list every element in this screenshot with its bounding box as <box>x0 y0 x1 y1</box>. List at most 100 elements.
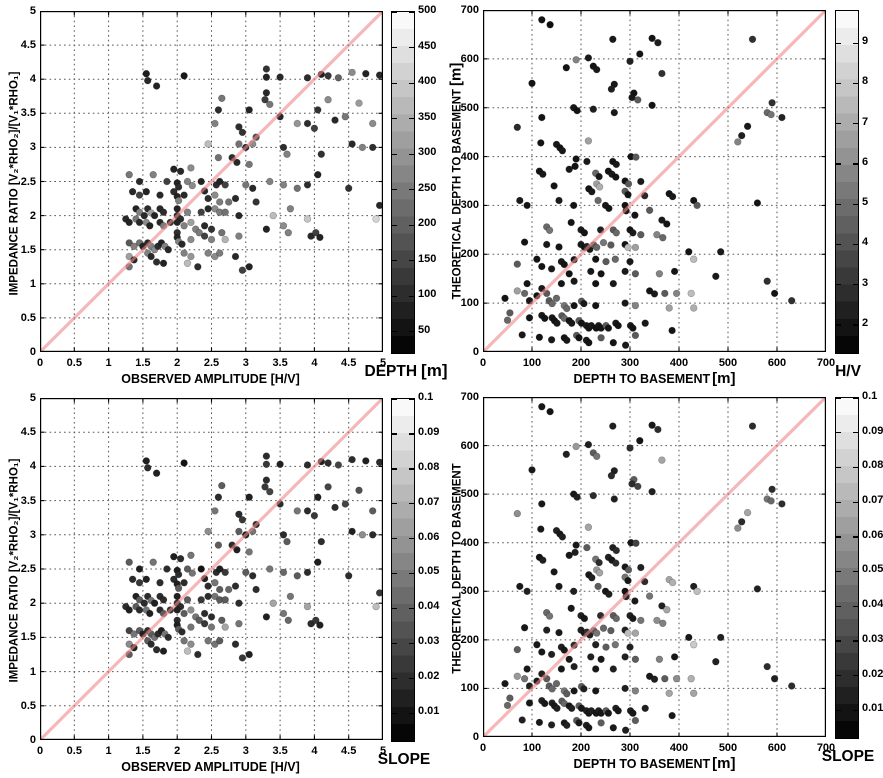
colorbar-tick-mark <box>392 677 397 679</box>
colorbar-slope-left <box>391 398 415 742</box>
y-tick-label: 3.5 <box>20 494 36 507</box>
colorbar-tick-mark <box>836 466 841 469</box>
colorbar-tick-label: 350 <box>418 110 437 123</box>
x-tick-label: 2.5 <box>203 745 220 757</box>
colorbar-tick-label: 100 <box>418 288 437 301</box>
x-axis-unit: [m] <box>712 755 736 772</box>
x-tick-label: 700 <box>816 742 836 754</box>
y-tick-label: 5 <box>29 5 36 17</box>
y-tick-label: 2.5 <box>20 175 36 188</box>
x-tick-label: 0 <box>479 357 487 369</box>
x-tick-label: 3.5 <box>272 745 288 757</box>
colorbar-tick-mark <box>392 82 397 84</box>
colorbar-tick-label: 0.06 <box>418 530 440 543</box>
colorbar-tick-mark <box>392 642 397 645</box>
colorbar-tick-mark <box>853 605 858 607</box>
x-tick-label: 3.5 <box>272 357 288 369</box>
colorbar-tick-mark <box>409 11 414 13</box>
colorbar-tick-mark <box>392 153 397 155</box>
colorbar-tick-label: 0.07 <box>862 494 883 507</box>
colorbar-tick-mark <box>392 331 397 333</box>
x-tick-label: 0 <box>36 745 44 757</box>
colorbar-tick-label: 0.04 <box>862 598 883 611</box>
colorbar-tick-label: 150 <box>418 252 437 265</box>
x-tick-label: 3 <box>242 745 249 757</box>
colorbar-tick-mark <box>409 712 414 714</box>
colorbar-tick-label: 0.05 <box>418 565 440 578</box>
colorbar-tick-mark <box>853 501 858 503</box>
colorbar-tick-mark <box>409 572 414 575</box>
y-tick-label: 600 <box>460 52 479 65</box>
x-tick-label: 200 <box>571 357 591 369</box>
colorbar-tick-label: 0.01 <box>862 702 883 715</box>
colorbar-tick-mark <box>853 82 858 85</box>
x-tick-label: 1.5 <box>135 357 151 369</box>
colorbar-tick-mark <box>853 536 858 538</box>
y-tick-label: 4.5 <box>20 39 36 52</box>
colorbar-tick-mark <box>853 466 858 469</box>
x-axis-label-text: OBSERVED AMPLITUDE [H/V] <box>121 760 300 774</box>
colorbar-tick-label: 9 <box>862 35 869 48</box>
x-tick-label: 2 <box>174 357 181 369</box>
scatter-plot-slope-right <box>483 397 826 737</box>
colorbar-tick-mark <box>392 260 397 262</box>
x-tick-label: 4.5 <box>341 357 357 369</box>
colorbar-tick-mark <box>836 640 841 642</box>
colorbar-tick-label: 6 <box>862 155 869 168</box>
colorbar-tick-mark <box>409 642 414 645</box>
y-axis-unit: [m] <box>447 62 465 86</box>
colorbar-tick-mark <box>853 432 858 434</box>
colorbar-tick-label: 7 <box>862 115 869 128</box>
colorbar-tick-label: 0.04 <box>418 600 440 613</box>
colorbar-tick-label: 3 <box>862 276 869 289</box>
colorbar-tick-mark <box>392 468 397 470</box>
y-tick-label: 400 <box>460 150 479 163</box>
colorbar-tick-mark <box>392 503 397 505</box>
colorbar-tick-mark <box>392 712 397 714</box>
colorbar-tick-mark <box>836 675 841 677</box>
x-tick-label: 300 <box>620 742 640 754</box>
colorbar-tick-mark <box>409 607 414 610</box>
colorbar-tick-mark <box>409 224 414 226</box>
x-tick-label: 0 <box>36 357 44 369</box>
colorbar-title-text: H/V <box>835 363 861 380</box>
x-axis-label-text: OBSERVED AMPLITUDE [H/V] <box>121 372 300 386</box>
colorbar-tick-mark <box>392 572 397 575</box>
colorbar-title-text: DEPTH <box>364 363 418 380</box>
colorbar-tick-mark <box>836 501 841 503</box>
colorbar-tick-mark <box>409 260 414 262</box>
x-axis-label: DEPTH TO BASEMENT [m] <box>574 755 736 772</box>
colorbar-tick-mark <box>392 118 397 120</box>
colorbar-tick-label: 500 <box>418 4 437 16</box>
colorbar-tick-mark <box>853 324 858 326</box>
colorbar-tick-mark <box>836 123 841 125</box>
y-axis-label: THEORETICAL DEPTH TO BASEMENT [m] <box>448 63 465 300</box>
colorbar-hv <box>835 10 859 354</box>
x-axis-label-text: DEPTH TO BASEMENT <box>573 757 711 771</box>
x-axis-label: OBSERVED AMPLITUDE [H/V] <box>121 758 302 775</box>
x-tick-label: 600 <box>767 742 787 754</box>
colorbar-tick-label: 0.02 <box>862 667 883 680</box>
x-tick-label: 500 <box>718 742 738 754</box>
y-tick-label: 500 <box>460 488 479 501</box>
colorbar-title-text: SLOPE <box>377 751 431 768</box>
colorbar-tick-mark <box>836 203 841 205</box>
colorbar-tick-label: 400 <box>418 75 437 88</box>
colorbar-tick-mark <box>836 324 841 326</box>
y-tick-label: 300 <box>460 199 479 212</box>
y-tick-label: 0.5 <box>20 699 36 712</box>
x-tick-label: 500 <box>718 357 738 369</box>
x-tick-label: 600 <box>767 357 787 369</box>
colorbar-tick-mark <box>409 82 414 84</box>
x-tick-label: 700 <box>816 357 836 369</box>
x-tick-label: 0.5 <box>66 745 82 757</box>
x-tick-label: 100 <box>522 357 542 369</box>
colorbar-tick-label: 0.03 <box>862 632 883 645</box>
scatter-plot-depth <box>40 11 383 352</box>
x-tick-label: 3 <box>242 357 249 369</box>
x-tick-label: 4 <box>311 745 318 757</box>
y-tick-label: 200 <box>460 248 479 261</box>
colorbar-title: DEPTH [m] <box>365 361 448 381</box>
colorbar-tick-mark <box>409 189 414 191</box>
x-tick-label: 300 <box>620 357 640 369</box>
